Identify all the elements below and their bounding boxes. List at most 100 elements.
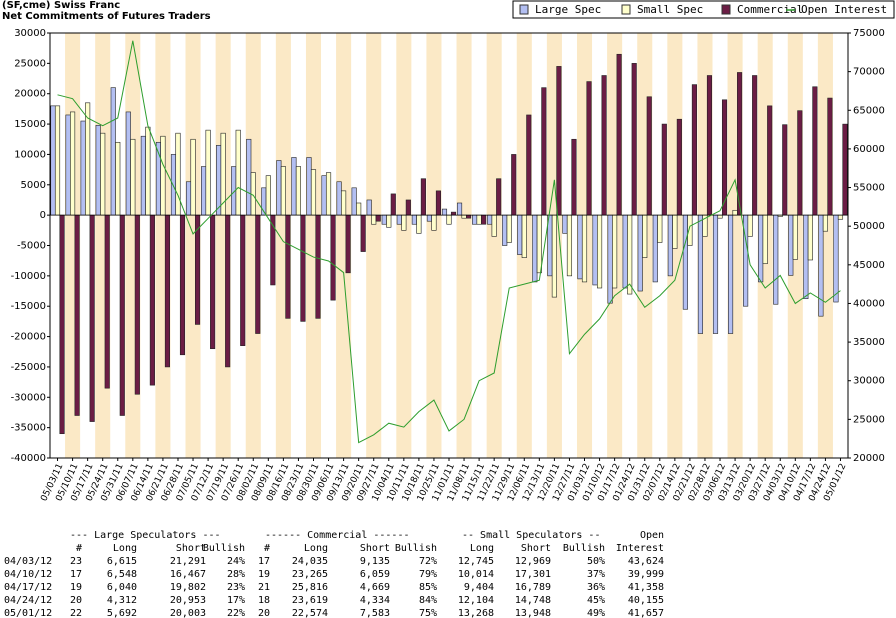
table-header: Interest [616, 543, 664, 554]
bar [330, 214, 336, 301]
table-cell: 25,816 [292, 582, 328, 593]
bar [597, 214, 603, 289]
bar [210, 214, 216, 350]
y-tick-label: 5000 [21, 180, 46, 191]
table-cell: 45% [587, 595, 605, 606]
bar [431, 214, 437, 231]
bar [336, 181, 342, 216]
bar [762, 214, 768, 265]
bar [502, 214, 508, 246]
y2-tick-label: 75000 [853, 28, 885, 39]
table-cell: 17 [258, 556, 270, 567]
y-tick-label: -20000 [11, 332, 46, 343]
y2-tick-label: 65000 [853, 105, 885, 116]
table-cell: 16,467 [170, 569, 206, 580]
bar [190, 138, 196, 216]
bar [411, 214, 417, 225]
table-header: Long [304, 543, 328, 554]
table-cell: 41,657 [628, 608, 664, 618]
table-cell: 85% [419, 582, 437, 593]
bar [351, 187, 357, 216]
table-cell: 37% [587, 569, 605, 580]
table-cell: 6,059 [360, 569, 390, 580]
bar [80, 120, 86, 216]
bar [807, 214, 813, 261]
table-cell: 4,669 [360, 582, 390, 593]
table-header: --- Large Speculators --- [70, 530, 221, 541]
table-cell: 20,003 [170, 608, 206, 618]
y2-tick-label: 60000 [853, 144, 885, 155]
y2-tick-label: 30000 [853, 376, 885, 387]
y2-tick-label: 50000 [853, 221, 885, 232]
stripe [426, 33, 442, 458]
y-tick-label: 20000 [14, 89, 46, 100]
table-cell: 6,040 [107, 582, 137, 593]
bar [240, 214, 246, 346]
table-cell: 41,358 [628, 582, 664, 593]
bar [472, 214, 478, 225]
table-cell: 40,155 [628, 595, 664, 606]
table-cell: 10,014 [458, 569, 494, 580]
bar [672, 214, 678, 249]
line-series [57, 40, 841, 444]
bar [642, 214, 648, 258]
table-cell: 9,135 [360, 556, 390, 567]
bar [246, 138, 252, 216]
table-cell: 4,312 [107, 595, 137, 606]
bar [291, 157, 297, 216]
stripe [336, 33, 352, 458]
bar [601, 75, 607, 216]
table-cell: 75% [419, 608, 437, 618]
legend-box [512, 0, 895, 19]
bar [461, 214, 467, 219]
bar [416, 214, 422, 234]
table-cell: 22% [227, 608, 245, 618]
bar [100, 132, 106, 216]
bar [285, 214, 291, 319]
bar [356, 202, 362, 216]
table-cell: 12,104 [458, 595, 494, 606]
table-cell: 5,692 [107, 608, 137, 618]
bar [280, 166, 286, 216]
bar [812, 86, 818, 216]
table-cell: 04/03/12 [4, 556, 52, 567]
table-cell: 23% [227, 582, 245, 593]
bar [375, 214, 381, 222]
table-cell: 20 [70, 595, 82, 606]
bar [526, 114, 532, 216]
bar [837, 214, 844, 220]
table-header: Short [360, 543, 390, 554]
legend-swatch [519, 4, 529, 15]
stripe [366, 33, 382, 458]
table-cell: 23,265 [292, 569, 328, 580]
table-header: Long [113, 543, 137, 554]
bar [506, 214, 512, 243]
bar [360, 214, 366, 252]
bar [466, 214, 472, 219]
bar [216, 145, 222, 216]
table-header: Long [470, 543, 494, 554]
bar [74, 214, 80, 416]
bar [446, 214, 452, 225]
bar [551, 214, 557, 298]
table-cell: 20 [258, 608, 270, 618]
bar [767, 105, 773, 216]
bar [637, 214, 643, 292]
y2-tick-label: 70000 [853, 67, 885, 78]
bar [827, 97, 833, 216]
table-cell: 04/10/12 [4, 569, 52, 580]
chart-title: (SF,cme) Swiss Franc [2, 0, 120, 11]
table-cell: 22,574 [292, 608, 328, 618]
bar [164, 214, 170, 368]
bar [345, 214, 351, 274]
y-tick-label: -35000 [11, 423, 46, 434]
legend-label: Open Interest [801, 3, 887, 16]
table-cell: 05/01/12 [4, 608, 52, 618]
table-cell: 23,619 [292, 595, 328, 606]
bar [562, 214, 568, 234]
table-cell: 72% [419, 556, 437, 567]
bar [441, 208, 448, 216]
table-header: Bullish [395, 543, 437, 554]
table-cell: 13,268 [458, 608, 494, 618]
stripe [275, 33, 291, 458]
